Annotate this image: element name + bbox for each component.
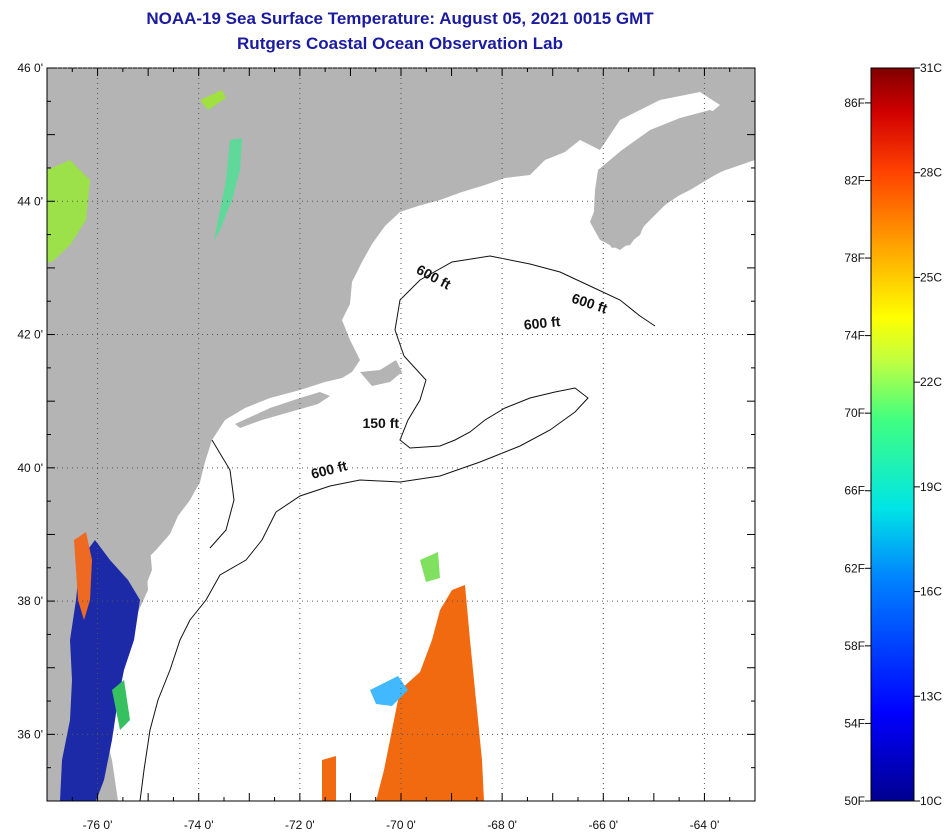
lat-tick-label: 38 0' — [17, 594, 43, 608]
colorbar: 31C 28C 25C 22C 19C 16C 13C 10C 86F 82F 78F 74F 70F 6… — [844, 61, 942, 808]
lat-tick-label: 44 0' — [17, 194, 43, 208]
sst-inlet-green — [112, 680, 130, 730]
lat-tick-label: 36 0' — [17, 727, 43, 741]
colorbar-c-label: 25C — [920, 270, 942, 284]
lon-tick-label: -66 0' — [588, 818, 618, 832]
colorbar-c-label: 22C — [920, 375, 942, 389]
colorbar-c-label: 31C — [920, 61, 942, 75]
colorbar-f-label: 70F — [844, 406, 865, 420]
sst-offshore-islet — [322, 756, 336, 801]
contour-label: 600 ft — [523, 313, 561, 333]
colorbar-c-label: 19C — [920, 480, 942, 494]
colorbar-f-label: 86F — [844, 96, 865, 110]
land-mainland — [47, 68, 755, 801]
colorbar-c-label: 13C — [920, 689, 942, 703]
lat-lon-grid — [47, 67, 755, 801]
land-cape-cod — [360, 360, 402, 386]
lon-tick-label: -76 0' — [83, 818, 113, 832]
colorbar-c-label: 16C — [920, 585, 942, 599]
colorbar-f-label: 50F — [844, 794, 865, 808]
lon-tick-label: -70 0' — [386, 818, 416, 832]
colorbar-f-label: 82F — [844, 173, 865, 187]
colorbar-gradient — [870, 67, 915, 802]
land-long-island — [235, 392, 330, 428]
sst-river-patch-1 — [214, 138, 242, 240]
lon-tick-label: -64 0' — [690, 818, 720, 832]
lat-tick-label: 42 0' — [17, 328, 43, 342]
contour-label: 150 ft — [362, 415, 399, 431]
colorbar-f-label: 78F — [844, 251, 865, 265]
land-nova-scotia — [594, 110, 740, 248]
colorbar-f-label: 58F — [844, 639, 865, 653]
lon-tick-label: -72 0' — [285, 818, 315, 832]
sst-fringe-green — [420, 552, 440, 582]
map-ticks: -76 0' -74 0' -72 0' -70 0' -68 0' -66 0' -64 … — [17, 61, 756, 832]
map-title: NOAA-19 Sea Surface Temperature: August … — [146, 9, 654, 28]
sst-offshore-warm — [376, 585, 484, 801]
colorbar-f-label: 66F — [844, 484, 865, 498]
lat-tick-label: 40 0' — [17, 461, 43, 475]
colorbar-c-label: 10C — [920, 794, 942, 808]
lon-tick-label: -74 0' — [184, 818, 214, 832]
depth-contours — [139, 255, 656, 801]
sst-offshore-fringe — [370, 676, 408, 706]
sst-river-patch-2 — [200, 90, 226, 110]
lon-tick-label: -68 0' — [487, 818, 517, 832]
colorbar-f-label: 62F — [844, 561, 865, 575]
sst-chesapeake-warm — [74, 532, 92, 620]
colorbar-f-label: 74F — [844, 329, 865, 343]
colorbar-c-label: 28C — [920, 166, 942, 180]
lat-tick-label: 46 0' — [17, 61, 43, 75]
colorbar-f-label: 54F — [844, 716, 865, 730]
sst-northern-patch — [47, 160, 90, 262]
map-subtitle: Rutgers Coastal Ocean Observation Lab — [237, 34, 563, 53]
